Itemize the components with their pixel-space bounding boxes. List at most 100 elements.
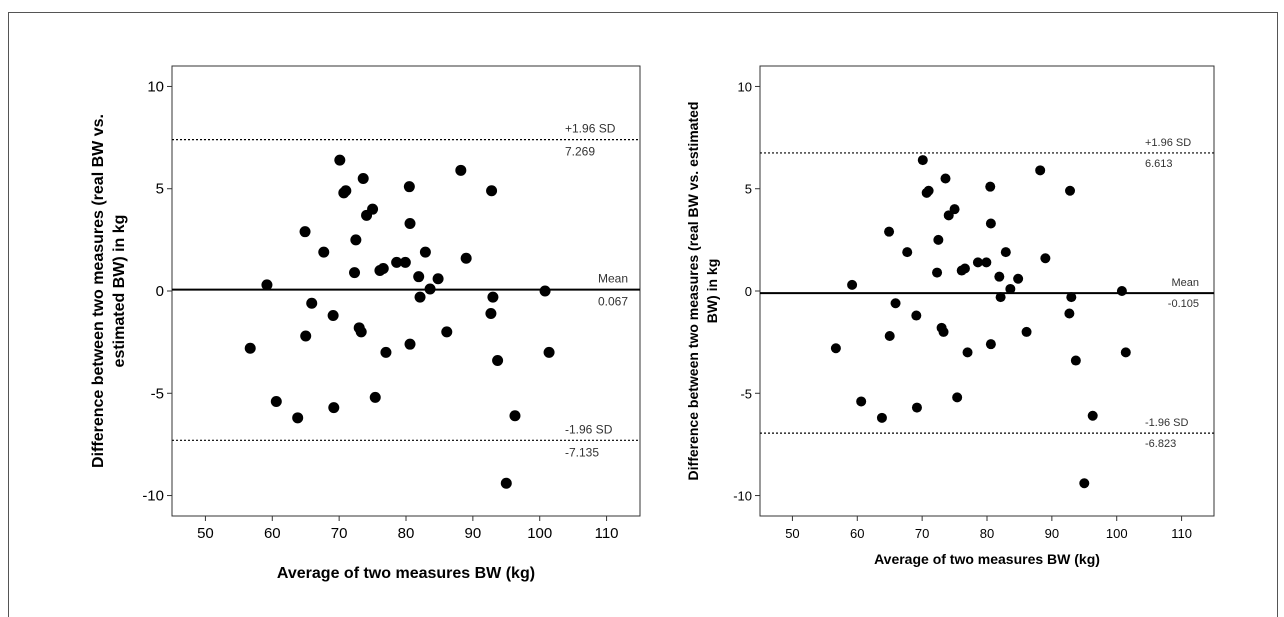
data-point xyxy=(985,218,996,229)
reference-line-label: +1.96 SD xyxy=(565,122,616,136)
x-tick-label: 110 xyxy=(1171,526,1192,541)
data-point xyxy=(949,204,960,215)
y-tick-label: 0 xyxy=(745,284,752,299)
x-tick-label: 60 xyxy=(264,525,281,542)
data-point xyxy=(985,181,996,192)
reference-line-value: -6.823 xyxy=(1145,438,1176,450)
y-tick-label: 0 xyxy=(156,283,164,300)
data-point xyxy=(487,291,499,303)
data-point xyxy=(369,391,381,403)
data-point xyxy=(404,218,416,229)
reference-line-value: 6.613 xyxy=(1145,158,1173,170)
data-point xyxy=(492,355,504,367)
data-point xyxy=(403,181,415,193)
data-point xyxy=(911,310,922,321)
data-point xyxy=(940,173,951,184)
data-point xyxy=(994,271,1005,282)
x-tick-label: 110 xyxy=(595,525,619,542)
y-axis-label: Difference between two measures (real BW… xyxy=(685,102,701,481)
reference-line-label: -1.96 SD xyxy=(565,422,613,436)
data-point xyxy=(1064,308,1075,319)
data-point xyxy=(938,326,949,337)
x-tick-label: 100 xyxy=(1106,526,1128,541)
data-point xyxy=(424,283,436,295)
data-point xyxy=(959,263,970,274)
y-axis-label: estimated BW) in kg xyxy=(111,215,128,368)
y-tick-label: 5 xyxy=(156,181,164,198)
data-point xyxy=(318,246,330,258)
y-tick-label: -5 xyxy=(740,386,752,401)
data-point xyxy=(543,346,555,358)
x-tick-label: 80 xyxy=(398,525,415,542)
data-point xyxy=(350,234,362,246)
data-point xyxy=(340,185,352,197)
x-tick-label: 90 xyxy=(465,525,482,542)
data-point xyxy=(432,273,444,285)
data-point xyxy=(404,338,416,350)
data-point xyxy=(830,343,841,354)
x-tick-label: 100 xyxy=(527,525,552,542)
data-point xyxy=(981,257,992,268)
data-point xyxy=(299,226,311,238)
data-point xyxy=(500,477,512,489)
data-point xyxy=(380,346,392,358)
data-point xyxy=(460,252,472,264)
x-axis-label: Average of two measures BW (kg) xyxy=(277,565,535,582)
data-point xyxy=(847,279,858,290)
data-point xyxy=(377,263,389,274)
data-point xyxy=(1116,286,1127,296)
y-tick-label: 5 xyxy=(745,182,752,197)
data-point xyxy=(441,326,453,338)
reference-line-label: +1.96 SD xyxy=(1145,137,1191,149)
y-tick-label: 10 xyxy=(738,79,752,94)
data-point xyxy=(890,298,901,309)
data-point xyxy=(244,342,256,354)
data-point xyxy=(884,331,895,341)
data-point xyxy=(328,402,340,414)
y-tick-label: -10 xyxy=(733,489,752,504)
reference-line-value: -7.135 xyxy=(565,445,599,459)
reference-line-label: Mean xyxy=(1171,277,1199,289)
data-point xyxy=(985,339,996,350)
data-point xyxy=(486,185,498,197)
y-axis-label: Difference between two measures (real BW… xyxy=(90,114,107,468)
data-point xyxy=(300,330,312,342)
data-point xyxy=(334,154,346,166)
data-point xyxy=(876,412,887,423)
data-point xyxy=(923,185,934,196)
data-point xyxy=(917,155,928,166)
data-point xyxy=(270,395,282,407)
data-point xyxy=(1040,253,1051,264)
x-tick-label: 70 xyxy=(331,525,348,542)
data-point xyxy=(1035,165,1046,176)
x-tick-label: 50 xyxy=(197,525,214,542)
data-point xyxy=(952,392,963,403)
figure-frame xyxy=(8,12,1278,617)
y-tick-label: 10 xyxy=(147,78,164,95)
data-point xyxy=(902,247,913,258)
y-tick-label: -10 xyxy=(142,488,164,505)
reference-line-value: 0.067 xyxy=(598,295,628,309)
data-point xyxy=(399,256,411,268)
data-point xyxy=(1005,283,1016,294)
data-point xyxy=(1120,347,1131,358)
data-point xyxy=(327,310,339,322)
data-point xyxy=(1000,247,1011,258)
x-axis-label: Average of two measures BW (kg) xyxy=(874,551,1100,567)
data-point xyxy=(1070,355,1081,366)
data-point xyxy=(932,267,943,278)
y-tick-label: -5 xyxy=(151,385,164,402)
data-point xyxy=(1021,326,1032,337)
reference-line-value: -0.105 xyxy=(1168,298,1199,310)
data-point xyxy=(391,256,403,268)
data-point xyxy=(509,410,521,422)
data-point xyxy=(355,326,367,338)
x-tick-label: 50 xyxy=(785,526,799,541)
data-point xyxy=(261,279,273,291)
data-point xyxy=(1013,273,1024,284)
data-point xyxy=(1066,292,1077,303)
data-point xyxy=(413,271,425,283)
data-point xyxy=(292,412,304,424)
data-point xyxy=(1087,410,1098,421)
